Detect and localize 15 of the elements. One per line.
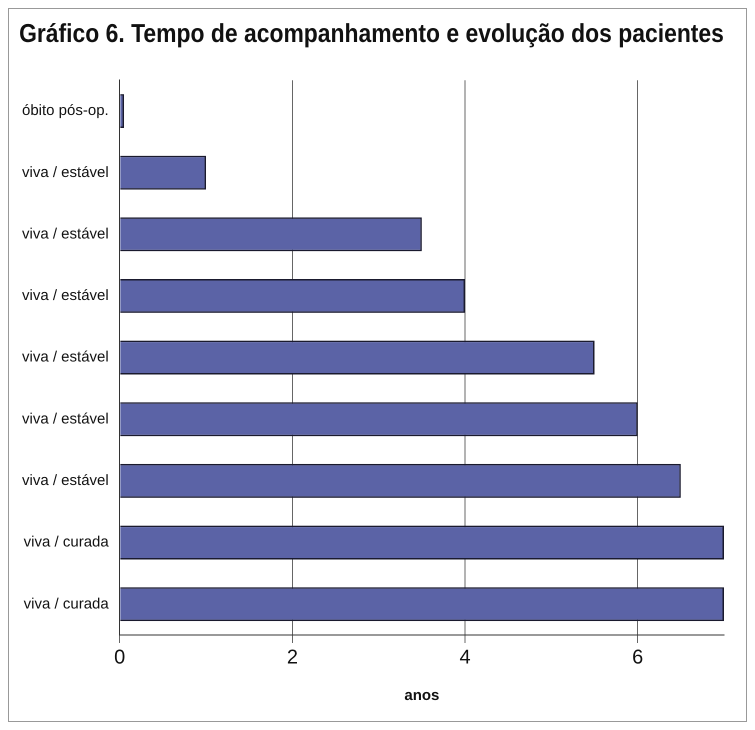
- y-tick-label: viva / estável: [22, 410, 109, 428]
- x-tick-label: 0: [114, 646, 126, 669]
- x-tick-label: 4: [459, 646, 471, 669]
- y-tick-label: viva / estável: [22, 287, 109, 304]
- y-tick-label: viva / estável: [22, 472, 109, 490]
- y-tick-label: óbito pós-op.: [22, 102, 109, 120]
- x-tick-label: 2: [286, 646, 298, 669]
- y-tick-label: viva / curada: [24, 595, 110, 612]
- x-tick-label: 6: [632, 646, 644, 669]
- y-tick-label: viva / estável: [22, 225, 109, 242]
- y-tick-label: viva / curada: [24, 534, 110, 551]
- chart-title: Gráfico 6. Tempo de acompanhamento e evolução dos pacientes: [19, 19, 724, 48]
- y-tick-label: viva / estável: [22, 164, 109, 181]
- y-tick-label: viva / estável: [22, 348, 109, 366]
- x-axis-title: anos: [404, 687, 440, 704]
